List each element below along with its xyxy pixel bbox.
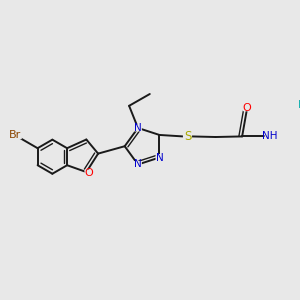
Text: Br: Br bbox=[8, 130, 21, 140]
Text: N: N bbox=[134, 160, 142, 170]
FancyBboxPatch shape bbox=[7, 130, 22, 139]
FancyBboxPatch shape bbox=[243, 104, 250, 111]
Text: N: N bbox=[156, 152, 163, 163]
Text: N: N bbox=[134, 123, 142, 133]
Text: NH: NH bbox=[262, 131, 278, 141]
Text: F: F bbox=[298, 100, 300, 110]
FancyBboxPatch shape bbox=[134, 161, 142, 168]
Text: O: O bbox=[242, 103, 251, 112]
FancyBboxPatch shape bbox=[134, 124, 142, 131]
Text: S: S bbox=[184, 130, 191, 143]
FancyBboxPatch shape bbox=[265, 133, 276, 140]
Text: O: O bbox=[85, 168, 93, 178]
FancyBboxPatch shape bbox=[85, 169, 94, 177]
FancyBboxPatch shape bbox=[183, 133, 192, 140]
FancyBboxPatch shape bbox=[297, 102, 300, 109]
FancyBboxPatch shape bbox=[155, 154, 163, 161]
